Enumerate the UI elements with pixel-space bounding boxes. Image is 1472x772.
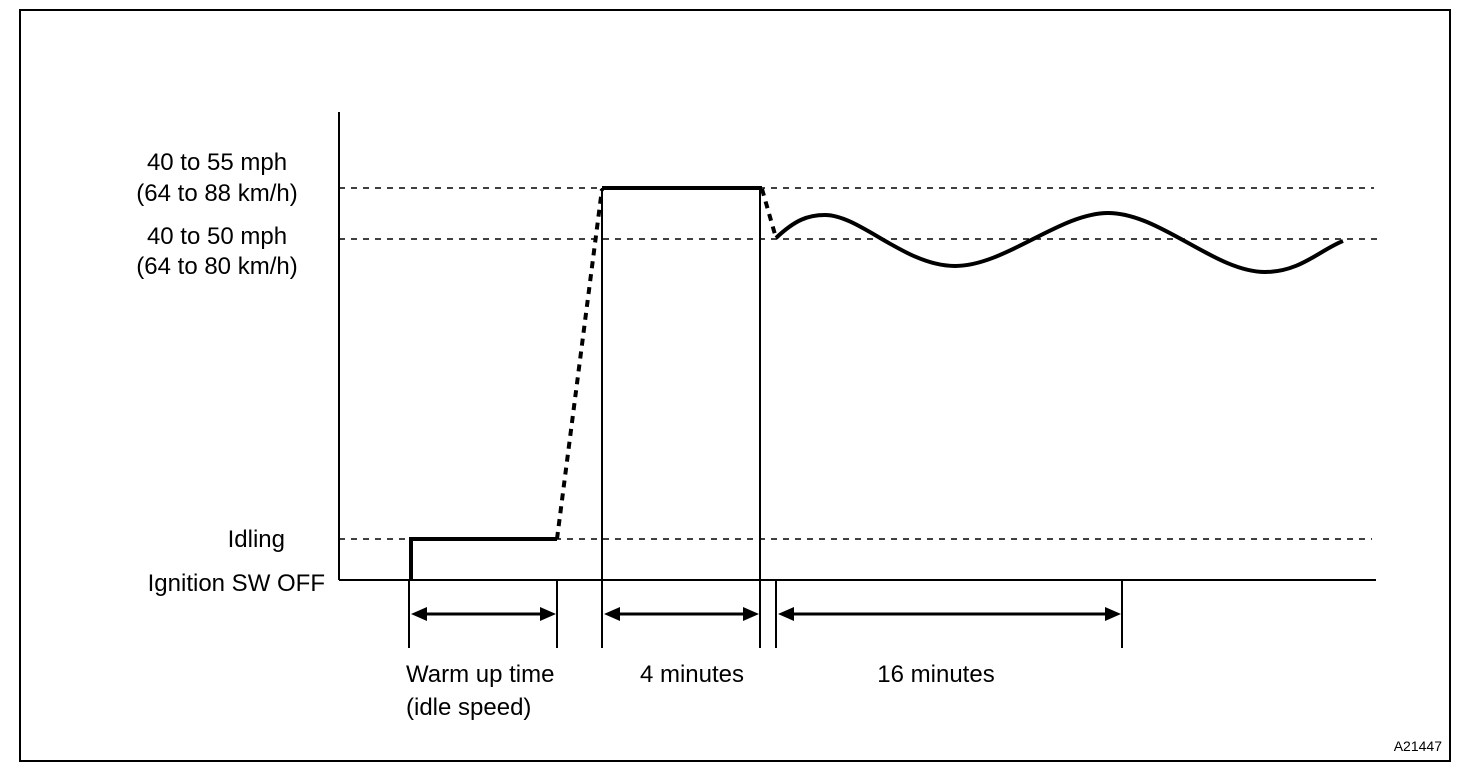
- warm-up-duration-arrow: [411, 607, 556, 621]
- phase-variable-label: 16 minutes: [877, 661, 994, 688]
- label-speed-high-kmh: (64 to 88 km/h): [136, 180, 297, 207]
- label-ignition-off: Ignition SW OFF: [148, 570, 325, 597]
- profile-deceleration-dashed: [760, 188, 778, 239]
- profile-variable-speed-wave: [774, 210, 1344, 275]
- label-speed-high-mph: 40 to 55 mph: [147, 149, 287, 176]
- label-idling: Idling: [228, 526, 285, 553]
- variable-duration-arrow: [778, 607, 1121, 621]
- profile-acceleration-dashed: [555, 188, 604, 540]
- phase-steady-label: 4 minutes: [640, 661, 744, 688]
- phase-warm-up-label-line2: (idle speed): [406, 694, 531, 721]
- figure-frame: [19, 9, 1451, 762]
- figure-code: A21447: [1394, 738, 1442, 754]
- profile-warm-up: [409, 537, 557, 580]
- phase-warm-up-label-line1: Warm up time: [406, 661, 554, 688]
- steady-duration-arrow: [604, 607, 759, 621]
- label-speed-mid-mph: 40 to 50 mph: [147, 223, 287, 250]
- label-speed-mid-kmh: (64 to 80 km/h): [136, 253, 297, 280]
